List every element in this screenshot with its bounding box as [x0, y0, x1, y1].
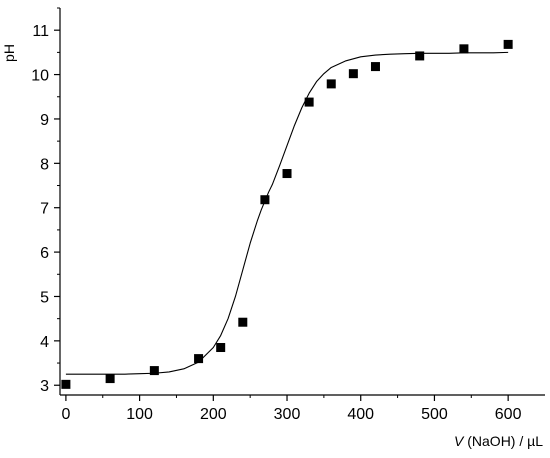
- data-point: [149, 366, 159, 376]
- x-axis-label-unit: (NaOH) / µL: [463, 433, 543, 449]
- data-point: [105, 374, 115, 384]
- x-tick-label: 100: [126, 406, 153, 423]
- y-tick-label: 8: [40, 156, 49, 173]
- data-point: [503, 39, 513, 49]
- y-tick-label: 7: [40, 201, 49, 218]
- data-point: [216, 343, 226, 353]
- x-tick-label: 400: [347, 406, 374, 423]
- x-tick-label: 500: [421, 406, 448, 423]
- y-tick-label: 5: [40, 289, 49, 306]
- x-axis-label: V (NaOH) / µL: [454, 433, 543, 449]
- data-point: [238, 317, 248, 327]
- data-point: [326, 79, 336, 89]
- axes: 3 4 5 6 7 8 9 10 11 0 100 200 300 400 500 600: [31, 7, 545, 423]
- y-tick-label: 3: [40, 378, 49, 395]
- data-point: [304, 97, 314, 107]
- x-tick-label: 0: [61, 406, 70, 423]
- data-points-layer: [61, 39, 513, 389]
- y-tick-label: 9: [40, 112, 49, 129]
- fit-curve-layer: [65, 51, 509, 375]
- data-point: [61, 379, 71, 389]
- x-tick-label: 600: [495, 406, 522, 423]
- y-tick-label: 10: [31, 68, 49, 85]
- y-tick-label: 6: [40, 245, 49, 262]
- y-tick-label: 4: [40, 334, 49, 351]
- x-tick-label: 300: [274, 406, 301, 423]
- data-point: [194, 354, 204, 364]
- axis-labels-layer: pH V (NaOH) / µL: [1, 44, 543, 449]
- y-tick-label: 11: [32, 23, 49, 40]
- x-tick-label: 200: [200, 406, 227, 423]
- x-axis-label-variable: V: [454, 433, 465, 449]
- fit-curve: [65, 51, 509, 375]
- data-point: [282, 169, 292, 179]
- y-axis-label: pH: [1, 44, 17, 62]
- data-point: [415, 51, 425, 61]
- data-point: [348, 69, 358, 79]
- data-point: [459, 44, 469, 54]
- data-point: [260, 195, 270, 205]
- data-point: [370, 62, 380, 72]
